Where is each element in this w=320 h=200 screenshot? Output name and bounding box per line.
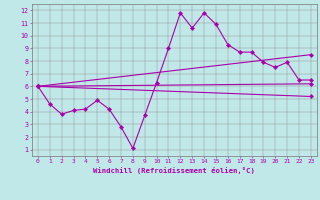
X-axis label: Windchill (Refroidissement éolien,°C): Windchill (Refroidissement éolien,°C) bbox=[93, 167, 255, 174]
